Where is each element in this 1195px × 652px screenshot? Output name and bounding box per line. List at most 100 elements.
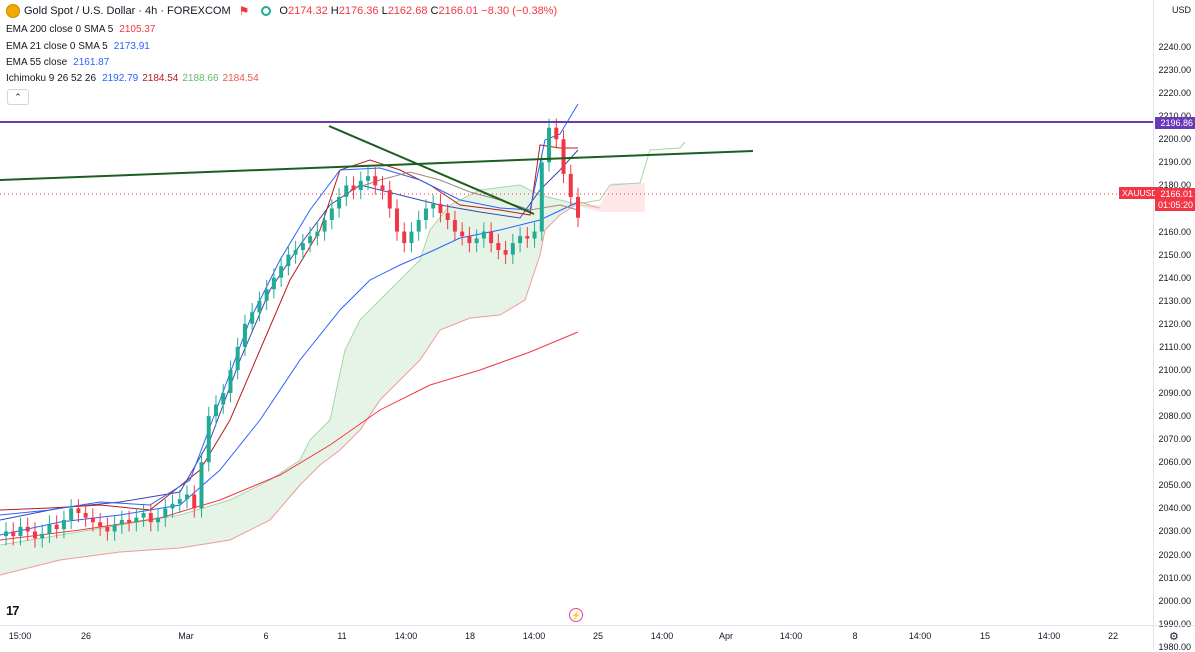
candle-body — [380, 185, 385, 191]
price-tick: 2080.00 — [1158, 411, 1191, 422]
candle-body — [127, 519, 132, 523]
tenkan-line — [0, 103, 579, 516]
tradingview-logo[interactable]: 17 — [6, 603, 20, 618]
candle-body — [402, 231, 407, 244]
candle-body — [11, 531, 16, 537]
indicator-ema200[interactable]: EMA 200 close 0 SMA 5 2105.37 — [6, 24, 155, 35]
indicator-ema55[interactable]: EMA 55 close 2161.87 — [6, 57, 109, 68]
candle-body — [438, 203, 443, 214]
candle-body — [40, 533, 45, 539]
candle-body — [308, 236, 313, 244]
candle-body — [134, 517, 139, 523]
indicator-ema21[interactable]: EMA 21 close 0 SMA 5 2173.91 — [6, 41, 150, 52]
gold-symbol-icon — [6, 4, 20, 18]
candle-body — [300, 243, 305, 251]
time-tick: Apr — [718, 631, 734, 641]
symbol-title[interactable]: Gold Spot / U.S. Dollar · 4h · FOREXCOM — [24, 5, 231, 17]
candle-body — [264, 289, 269, 301]
candle-body — [351, 185, 356, 191]
candle-body — [373, 176, 378, 186]
price-tick: 2230.00 — [1158, 65, 1191, 76]
price-tick: 1990.00 — [1158, 618, 1191, 629]
candle-body — [206, 416, 211, 463]
candle-body — [90, 517, 95, 523]
time-tick: 14:00 — [650, 631, 674, 641]
candle-body — [503, 250, 508, 255]
price-tick: 2000.00 — [1158, 595, 1191, 606]
candle-body — [83, 513, 88, 518]
indicator-ichimoku[interactable]: Ichimoku 9 26 52 26 2192.79 2184.54 2188… — [6, 73, 259, 84]
senkou-a-line — [0, 184, 601, 546]
currency-label: USD — [1171, 5, 1191, 15]
candle-body — [525, 236, 530, 239]
price-tick: 2120.00 — [1158, 318, 1191, 329]
time-tick: 25 — [592, 631, 604, 641]
price-tick: 2110.00 — [1159, 341, 1191, 352]
senkou-b-line — [0, 201, 601, 576]
candle-body — [141, 513, 146, 518]
candle-body — [257, 300, 262, 313]
indicator-value: 2105.37 — [119, 24, 156, 35]
indicator-value: 2192.79 — [102, 73, 139, 84]
price-tick: 2160.00 — [1158, 226, 1191, 237]
candle-body — [358, 180, 363, 191]
ema55-line — [0, 201, 579, 536]
candle-body — [199, 462, 204, 509]
time-tick: 14:00 — [908, 631, 932, 641]
price-tick: 2190.00 — [1158, 157, 1191, 168]
candle-body — [387, 190, 392, 209]
settings-icon[interactable]: ⚙ — [1169, 631, 1179, 643]
price-axis[interactable]: USD 2240.00 2230.00 2220.00 2210.00 2200.00 2… — [1153, 0, 1195, 652]
time-tick: 11 — [337, 631, 347, 641]
candle-body — [271, 277, 276, 290]
indicator-label: Ichimoku 9 26 52 26 — [6, 73, 97, 84]
candle-body — [170, 503, 175, 509]
chart-pane[interactable]: Gold Spot / U.S. Dollar · 4h · FOREXCOM … — [0, 0, 1153, 625]
candle-body — [561, 139, 566, 174]
candle-body — [228, 369, 233, 394]
time-tick: 15 — [979, 631, 991, 641]
candle-body — [416, 220, 421, 232]
candle-body — [235, 346, 240, 370]
candle-body — [460, 231, 465, 237]
ohlc-values: O2174.32 H2176.36 L2162.68 C2166.01 −8.3… — [279, 5, 558, 17]
candle-body — [431, 203, 436, 209]
chikou-line — [349, 171, 579, 211]
ichimoku-cloud — [0, 185, 600, 575]
candle-body — [329, 208, 334, 221]
candle-body — [322, 220, 327, 232]
market-status-icon[interactable] — [261, 6, 272, 16]
change-value: −8.30 (−0.38%) — [481, 5, 558, 17]
flag-icon[interactable]: ⚑ — [238, 4, 250, 18]
price-tick: 2210.00 — [1158, 111, 1191, 121]
price-tick: 2030.00 — [1158, 526, 1191, 537]
time-axis[interactable]: 15:00 26 Mar 6 11 14:00 18 14:00 25 14:00 Apr 14:00… — [0, 625, 1153, 650]
axis-corner[interactable]: ⚙ — [1153, 625, 1195, 650]
support-trendline — [0, 150, 754, 181]
candle-body — [539, 162, 544, 232]
candle-body — [98, 522, 103, 527]
candle-body — [192, 494, 197, 509]
price-tick: 1980.00 — [1158, 641, 1191, 652]
collapse-legend-button[interactable]: ⌃ — [7, 89, 29, 105]
candle-body — [452, 220, 457, 232]
candle-body — [423, 208, 428, 221]
time-tick: 14:00 — [394, 631, 418, 641]
candle-body — [105, 526, 110, 532]
candle-body — [366, 176, 371, 181]
hline-price-label: 2196.86 — [1155, 117, 1195, 129]
chart-canvas[interactable] — [0, 0, 1153, 625]
candle-body — [119, 519, 124, 525]
price-tick: 2240.00 — [1158, 42, 1191, 52]
price-tick: 2050.00 — [1158, 480, 1191, 491]
candle-body — [315, 231, 320, 237]
candle-body — [518, 236, 523, 244]
candle-body — [69, 508, 74, 520]
time-tick: 14:00 — [779, 631, 803, 641]
lightning-icon[interactable]: ⚡ — [569, 608, 583, 622]
candle-body — [163, 508, 168, 518]
candle-body — [250, 312, 255, 324]
candle-body — [409, 231, 414, 244]
candle-body — [47, 524, 52, 534]
price-tick: 2040.00 — [1158, 503, 1191, 514]
